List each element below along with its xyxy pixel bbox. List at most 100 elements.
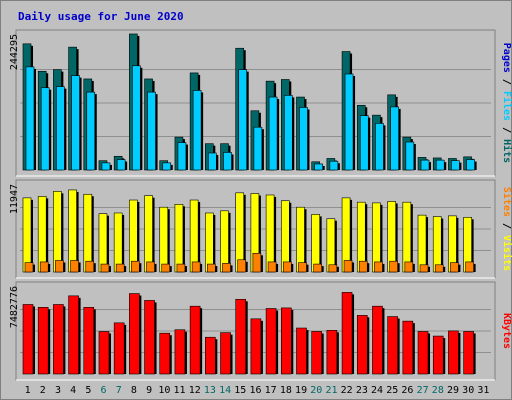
- sites-bar: [434, 264, 446, 273]
- kbytes-bar: [22, 304, 35, 375]
- sites-bar-face: [419, 264, 429, 273]
- files-bar-face: [71, 75, 80, 171]
- sites-bar: [115, 263, 127, 273]
- kbytes-bar-face: [356, 315, 368, 375]
- files-bar-face: [375, 123, 384, 171]
- kbytes-bar: [205, 336, 218, 375]
- visits-bar-face: [98, 213, 108, 273]
- sites-bar: [237, 259, 248, 273]
- x-tick-label: 28: [432, 385, 444, 396]
- legend-separator: /: [501, 121, 512, 139]
- files-bar-face: [344, 73, 354, 171]
- sites-bar-face: [450, 262, 459, 273]
- visits-bar-face: [311, 214, 320, 273]
- legend-text: Sites / Visits: [501, 187, 512, 271]
- kbytes-bar: [326, 330, 339, 375]
- files-bar: [177, 142, 188, 171]
- sites-bar-face: [55, 260, 64, 273]
- sites-bar-face: [85, 260, 95, 273]
- kbytes-bar: [387, 316, 400, 375]
- visits-bar: [311, 214, 322, 273]
- kbytes-bar: [356, 315, 370, 375]
- legend-entry: Sites: [501, 187, 512, 217]
- kbytes-bar-face: [159, 332, 171, 375]
- files-bar-face: [101, 162, 111, 171]
- sites-bar: [374, 261, 385, 273]
- visits-bar: [22, 197, 33, 273]
- x-tick-label: 3: [55, 385, 61, 396]
- sites-bar: [100, 263, 111, 273]
- kbytes-bar-face: [402, 320, 414, 375]
- kbytes-bar-face: [417, 331, 429, 375]
- sites-bar: [450, 262, 461, 273]
- kbytes-bar: [83, 307, 96, 375]
- visits-bar-face: [113, 212, 123, 273]
- visits-bar-face: [68, 189, 77, 273]
- x-tick-label: 27: [417, 385, 429, 396]
- kbytes-bar-face: [280, 307, 292, 375]
- visits-bar-face: [144, 195, 153, 273]
- kbytes-bar-face: [129, 293, 140, 375]
- files-bar: [435, 159, 447, 171]
- visits-bar-face: [37, 196, 47, 273]
- sites-bar: [85, 260, 96, 273]
- files-bar-face: [359, 115, 369, 171]
- visits-bar-face: [326, 218, 336, 273]
- kbytes-bar: [296, 327, 309, 375]
- kbytes-bar-face: [432, 335, 444, 375]
- x-tick-label: 7: [116, 385, 122, 396]
- visits-bar-face: [189, 199, 199, 273]
- legend-entry: Pages: [501, 43, 512, 73]
- kbytes-bar: [417, 331, 431, 375]
- kbytes-bar-face: [387, 316, 398, 375]
- kbytes-bar: [372, 305, 385, 375]
- sites-bar-face: [176, 263, 186, 273]
- files-bar-face: [299, 107, 308, 171]
- x-tick-label: 19: [295, 385, 307, 396]
- y-axis-max-label: 11947: [9, 184, 20, 214]
- legend-entry: Visits: [501, 235, 512, 271]
- files-bar-face: [132, 65, 141, 171]
- sites-bar: [282, 261, 294, 273]
- files-bar-face: [147, 91, 156, 171]
- sites-bar: [267, 261, 279, 273]
- files-bar: [147, 91, 158, 171]
- visits-bar: [265, 194, 277, 273]
- kbytes-bar: [98, 331, 111, 375]
- sites-bar-face: [161, 263, 171, 273]
- kbytes-bar-face: [37, 307, 49, 375]
- sites-bar-face: [434, 264, 444, 273]
- files-bar: [208, 152, 219, 171]
- x-tick-label: 23: [356, 385, 368, 396]
- sites-bar: [465, 261, 476, 273]
- files-bar-face: [86, 91, 96, 171]
- kbytes-bar-face: [53, 304, 64, 375]
- x-tick-label: 2: [40, 385, 46, 396]
- kbytes-bar-face: [296, 327, 307, 375]
- x-tick-label: 12: [189, 385, 201, 396]
- files-bar-face: [435, 159, 445, 171]
- legend-entry: Hits: [501, 139, 512, 163]
- sites-bar-face: [115, 263, 125, 273]
- visits-bar: [189, 199, 201, 273]
- sites-bar: [191, 261, 203, 273]
- sites-bar-face: [252, 252, 262, 273]
- x-tick-label: 10: [158, 385, 170, 396]
- files-bar: [466, 159, 477, 171]
- visits-bar: [68, 189, 79, 273]
- files-bar: [314, 163, 325, 171]
- files-bar-face: [177, 142, 187, 171]
- visits-bar: [432, 216, 444, 273]
- files-bar: [116, 159, 128, 171]
- sites-bar: [404, 261, 415, 273]
- visits-bar-face: [265, 194, 275, 273]
- sites-bar: [343, 260, 355, 273]
- files-bar-face: [390, 106, 399, 171]
- visits-bar-face: [432, 216, 442, 273]
- files-bar: [420, 159, 432, 171]
- files-bar-face: [223, 152, 232, 171]
- sites-bar-face: [100, 263, 110, 273]
- visits-bar: [53, 191, 64, 273]
- x-tick-label: 4: [70, 385, 76, 396]
